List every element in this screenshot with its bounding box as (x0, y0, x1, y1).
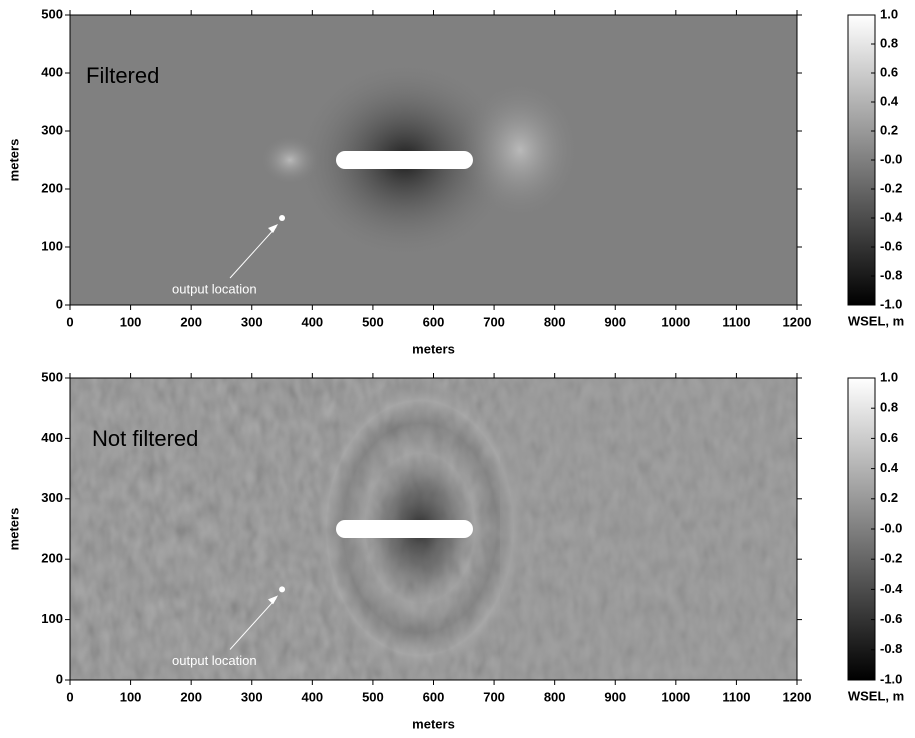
x-tick-label: 200 (180, 689, 202, 704)
x-tick-label: 100 (120, 314, 142, 329)
colorbar-tick-label: -1.0 (880, 296, 902, 311)
x-tick-label: 400 (301, 689, 323, 704)
x-tick-label: 800 (544, 689, 566, 704)
y-axis-label: meters (6, 139, 21, 182)
y-tick-label: 200 (41, 551, 63, 566)
colorbar-tick-label: -0.2 (880, 551, 902, 566)
colorbar-tick-label: -0.0 (880, 520, 902, 535)
x-tick-label: 800 (544, 314, 566, 329)
x-tick-label: 0 (66, 689, 73, 704)
x-tick-label: 1100 (722, 689, 750, 704)
y-tick-label: 300 (41, 122, 63, 137)
colorbar-tick-label: 0.8 (880, 35, 898, 50)
x-tick-label: 300 (241, 314, 263, 329)
annotation-arrow (229, 226, 277, 279)
y-tick-label: 500 (41, 369, 63, 384)
panel-label: Filtered (86, 63, 159, 88)
x-tick-label: 1000 (661, 689, 690, 704)
x-tick-label: 1200 (783, 689, 812, 704)
x-tick-label: 900 (604, 314, 626, 329)
annotation-arrow (229, 598, 277, 650)
arrow-head (268, 595, 279, 605)
x-tick-label: 1000 (661, 314, 690, 329)
y-tick-label: 200 (41, 180, 63, 195)
x-tick-label: 700 (483, 689, 505, 704)
y-tick-label: 300 (41, 490, 63, 505)
y-tick-label: 400 (41, 64, 63, 79)
field-1 (70, 15, 797, 305)
colorbar-tick-label: -1.0 (880, 671, 902, 686)
x-tick-label: 100 (120, 689, 142, 704)
colorbar (847, 377, 876, 681)
x-tick-label: 300 (241, 689, 263, 704)
x-tick-label: 1100 (722, 314, 750, 329)
colorbar (847, 14, 876, 306)
x-axis-label: meters (412, 716, 455, 731)
colorbar-tick-label: -0.2 (880, 180, 902, 195)
panel-label: Not filtered (92, 426, 198, 451)
x-tick-label: 500 (362, 314, 384, 329)
x-tick-label: 700 (483, 314, 505, 329)
colorbar-tick-label: 0.6 (880, 430, 898, 445)
y-tick-label: 0 (56, 671, 63, 686)
colorbar-tick-label: -0.6 (880, 611, 902, 626)
y-axis-label: meters (6, 508, 21, 551)
y-tick-label: 500 (41, 6, 63, 21)
x-tick-label: 600 (423, 314, 445, 329)
colorbar-tick-label: 0.6 (880, 64, 898, 79)
colorbar-tick-label: 0.4 (880, 93, 899, 108)
x-tick-label: 400 (301, 314, 323, 329)
output-point (279, 215, 286, 221)
colorbar-tick-label: -0.4 (880, 209, 903, 224)
annotation-text: output location (172, 653, 257, 668)
colorbar-tick-label: 0.2 (880, 122, 898, 137)
arrow-head (268, 224, 279, 233)
colorbar-tick-label: -0.8 (880, 267, 902, 282)
x-tick-label: 600 (423, 689, 445, 704)
colorbar-tick-label: 1.0 (880, 369, 898, 384)
colorbar-tick-label: -0.8 (880, 641, 902, 656)
x-axis-label: meters (412, 341, 455, 356)
y-tick-label: 100 (41, 238, 63, 253)
output-point (279, 586, 286, 593)
colorbar-tick-label: 0.8 (880, 400, 898, 415)
y-tick-label: 400 (41, 430, 63, 445)
field-2 (70, 378, 797, 680)
x-tick-label: 1200 (783, 314, 812, 329)
x-tick-label: 900 (604, 689, 626, 704)
y-tick-label: 0 (56, 296, 63, 311)
colorbar-label: WSEL, m (848, 313, 904, 328)
colorbar-tick-label: -0.6 (880, 238, 902, 253)
colorbar-tick-label: -0.4 (880, 581, 903, 596)
colorbar-tick-label: -0.0 (880, 151, 902, 166)
colorbar-tick-label: 0.2 (880, 490, 898, 505)
y-tick-label: 100 (41, 611, 63, 626)
x-tick-label: 0 (66, 314, 73, 329)
annotation-text: output location (172, 281, 257, 296)
colorbar-label: WSEL, m (848, 688, 904, 703)
colorbar-tick-label: 0.4 (880, 460, 899, 475)
x-tick-label: 500 (362, 689, 384, 704)
colorbar-tick-label: 1.0 (880, 6, 898, 21)
x-tick-label: 200 (180, 314, 202, 329)
